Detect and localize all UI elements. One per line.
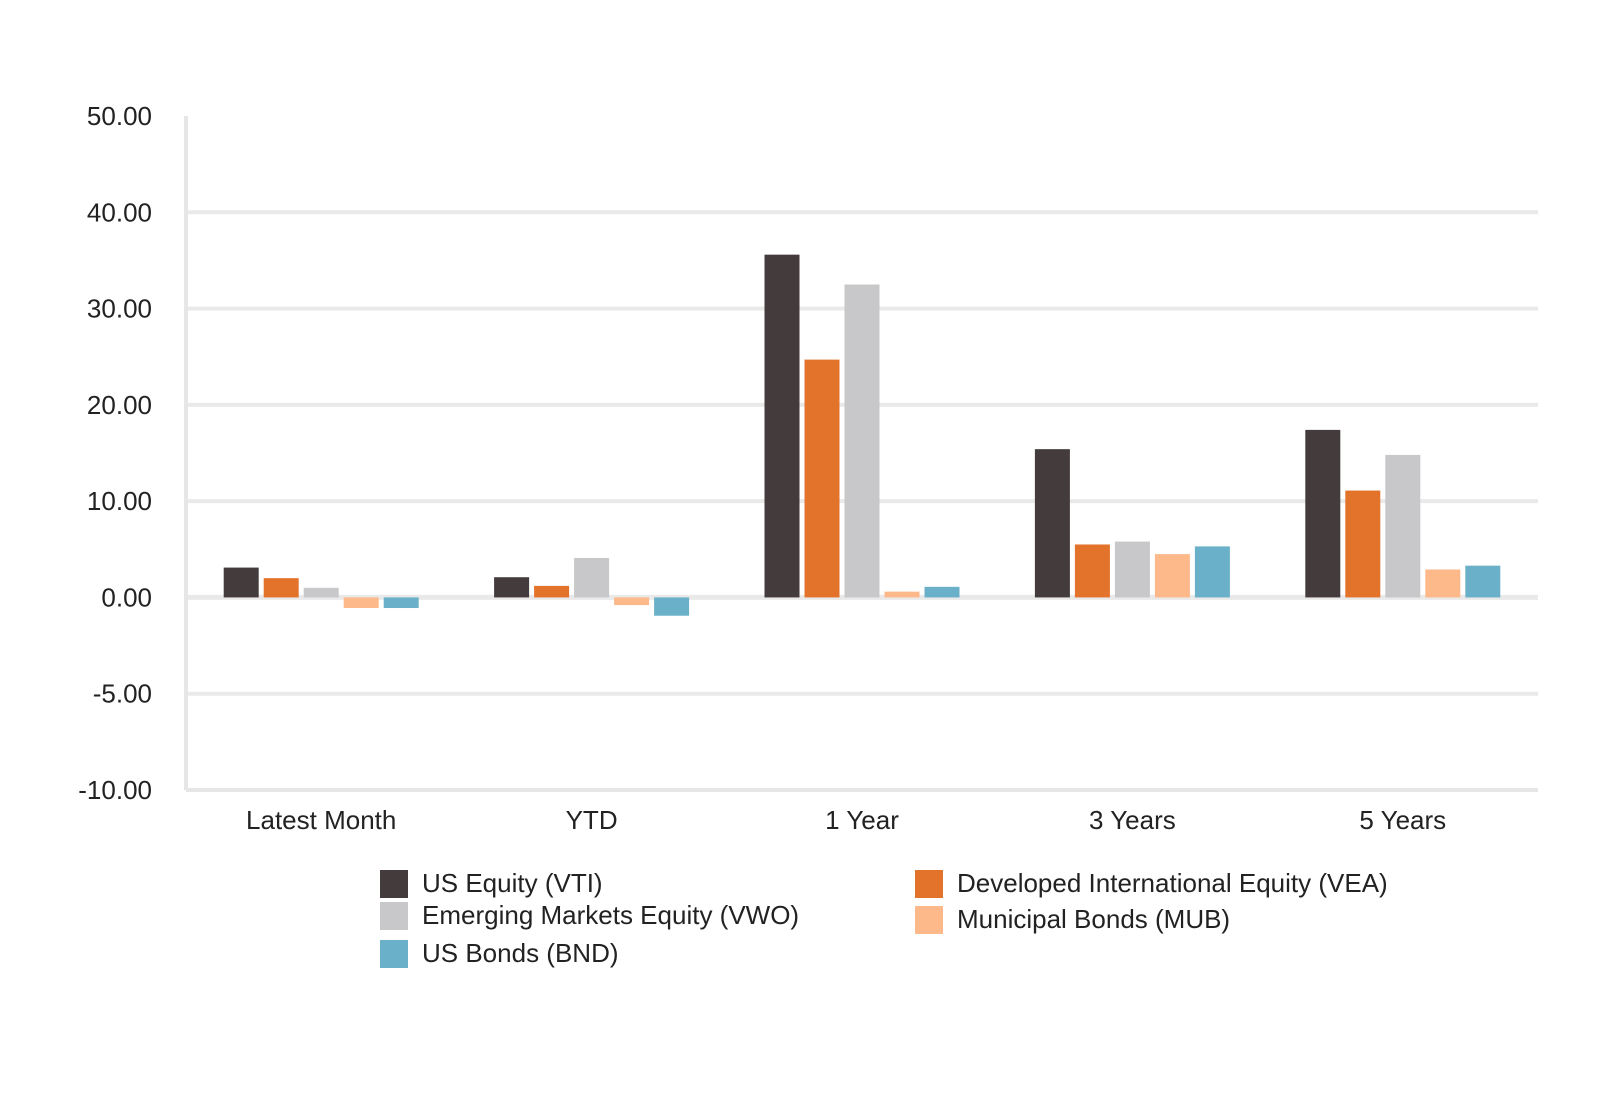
bar <box>343 597 379 609</box>
bar <box>1074 544 1110 598</box>
legend-label: US Equity (VTI) <box>422 868 603 898</box>
y-tick-label: 10.00 <box>87 486 152 516</box>
y-tick-label: 20.00 <box>87 390 152 420</box>
legend-item: Emerging Markets Equity (VWO) <box>380 900 799 931</box>
bar <box>804 359 840 598</box>
legend-swatch <box>380 939 408 968</box>
bar <box>1345 490 1381 598</box>
bar <box>654 597 690 616</box>
legend-label: Municipal Bonds (MUB) <box>957 904 1231 934</box>
y-tick-label: 0.00 <box>101 582 152 612</box>
legend-swatch <box>380 869 408 898</box>
bar <box>1034 449 1070 598</box>
bar <box>614 597 650 606</box>
legend-item: US Equity (VTI) <box>380 868 603 899</box>
bar <box>1465 565 1501 598</box>
bar <box>764 254 800 598</box>
bar <box>1385 454 1421 598</box>
x-category-label: 1 Year <box>825 805 899 835</box>
bar <box>534 585 570 598</box>
legend-label: Emerging Markets Equity (VWO) <box>422 900 800 930</box>
legend-label: US Bonds (BND) <box>422 938 619 968</box>
bar <box>1194 546 1230 598</box>
bar <box>884 591 920 598</box>
legend-swatch <box>915 869 943 898</box>
bar <box>383 597 419 609</box>
legend-label: Developed International Equity (VEA) <box>957 868 1388 898</box>
bar <box>1305 429 1341 598</box>
x-category-label: Latest Month <box>246 805 396 835</box>
legend-swatch <box>915 905 943 934</box>
bar <box>1114 541 1150 598</box>
bar <box>844 284 880 598</box>
legend-item: Municipal Bonds (MUB) <box>915 904 1230 935</box>
legend-item: Developed International Equity (VEA) <box>915 868 1388 899</box>
x-category-labels: Latest Month YTD 1 Year 3 Years 5 Years <box>246 805 1446 835</box>
bar <box>494 577 530 598</box>
y-tick-label: -10.00 <box>78 775 152 805</box>
bar <box>1154 554 1190 598</box>
x-category-label: 3 Years <box>1089 805 1176 835</box>
legend-swatch <box>380 901 408 930</box>
legend: US Equity (VTI) Developed International E… <box>380 868 1460 978</box>
axes <box>184 116 1538 792</box>
y-tick-labels: 50.00 40.00 30.00 20.00 10.00 0.00 -5.00 -10.00 <box>78 101 152 805</box>
y-tick-label: 50.00 <box>87 101 152 131</box>
x-category-label: 5 Years <box>1359 805 1446 835</box>
y-tick-label: 30.00 <box>87 294 152 324</box>
bar <box>223 567 259 598</box>
y-tick-label: 40.00 <box>87 197 152 227</box>
x-category-label: YTD <box>566 805 618 835</box>
bar <box>924 586 960 598</box>
bars <box>223 254 1501 616</box>
y-tick-label: -5.00 <box>93 679 152 709</box>
bar <box>263 578 299 598</box>
bar <box>303 587 339 598</box>
bar <box>574 557 610 598</box>
legend-item: US Bonds (BND) <box>380 938 619 969</box>
bar <box>1425 569 1461 598</box>
